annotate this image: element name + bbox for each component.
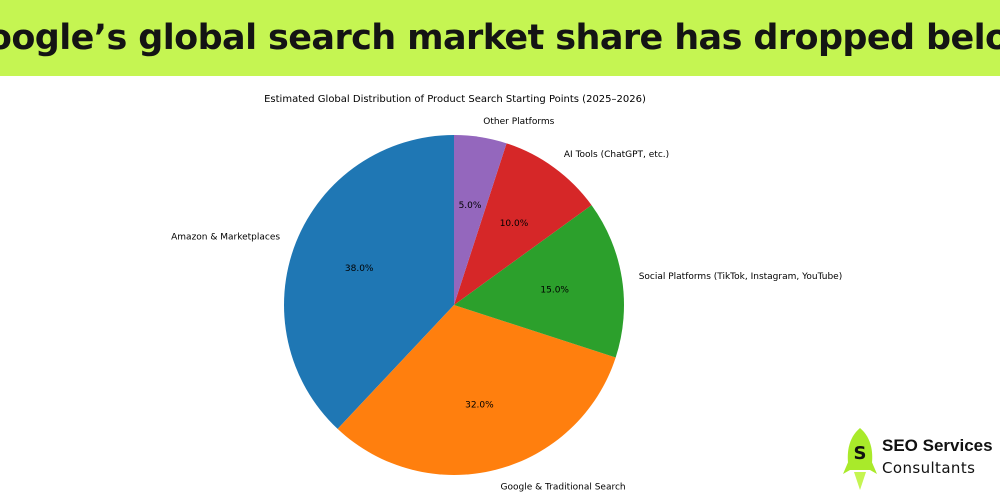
brand-logo: S SEO Services Consultants [842,426,998,496]
page-title: Google’s global search market share has … [0,18,1000,58]
brand-name-line1: SEO Services [882,436,993,455]
pie-slice-3 [454,143,592,305]
header-banner: Google’s global search market share has … [0,0,1000,76]
slice-category-label: Google & Traditional Search [501,483,626,493]
pie-slice-2 [454,205,624,358]
chart-title: Estimated Global Distribution of Product… [264,94,646,105]
brand-name-line2: Consultants [882,459,976,477]
slice-percent-label: 5.0% [459,201,482,211]
rocket-icon: S [843,428,877,490]
logo-letter: S [854,443,867,464]
pie-slice-1 [337,305,616,475]
pie-slice-0 [284,135,454,429]
slice-category-label: Amazon & Marketplaces [171,233,280,243]
slice-category-label: AI Tools (ChatGPT, etc.) [564,150,669,160]
slice-category-label: Social Platforms (TikTok, Instagram, You… [639,272,843,282]
slice-percent-label: 10.0% [500,219,529,229]
pie-slice-4 [454,135,507,305]
pie-chart: Estimated Global Distribution of Product… [171,94,843,493]
slice-percent-label: 32.0% [465,400,494,410]
slice-percent-label: 38.0% [345,264,374,274]
slice-category-label: Other Platforms [483,117,554,127]
slice-percent-label: 15.0% [540,286,569,296]
